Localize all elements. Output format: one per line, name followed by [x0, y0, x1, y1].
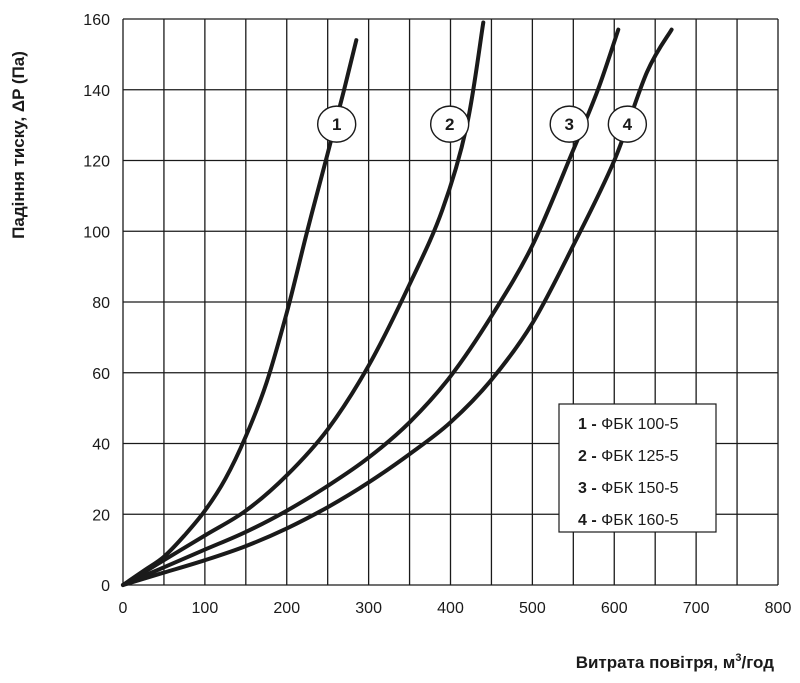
curve-marker-circle: [316, 105, 357, 143]
curves: [121, 20, 674, 587]
y-tick-label: 160: [83, 12, 110, 29]
legend-entry-2: 2 - ФБК 125-5: [578, 448, 679, 465]
x-tick-label: 600: [601, 600, 628, 617]
x-tick-label: 100: [192, 600, 219, 617]
x-tick-label: 400: [437, 600, 464, 617]
y-tick-label: 140: [83, 83, 110, 100]
x-axis-title: Витрата повітря, м3/год: [576, 652, 775, 672]
series-line-2: [121, 20, 486, 587]
legend: 1 - ФБК 100-5 2 - ФБК 125-5 3 - ФБК 150-…: [558, 403, 717, 533]
legend-entry-4: 4 - ФБК 160-5: [578, 512, 679, 529]
curve-marker-label: 4: [623, 115, 633, 134]
y-tick-label: 20: [92, 507, 110, 524]
curve-marker-1: 1: [316, 105, 357, 143]
y-tick-label: 100: [83, 224, 110, 241]
legend-entry-3-name: ФБК 150-5: [601, 480, 678, 497]
legend-entry-1-num: 1 -: [578, 416, 597, 433]
series-line-3: [121, 27, 621, 587]
legend-entry-4-name: ФБК 160-5: [601, 512, 678, 529]
y-tick-label: 60: [92, 366, 110, 383]
y-tick-label: 80: [92, 295, 110, 312]
legend-entry-3-num: 3 -: [578, 480, 597, 497]
x-tick-label: 200: [273, 600, 300, 617]
series-line-4: [121, 27, 674, 587]
legend-entry-1-name: ФБК 100-5: [601, 416, 678, 433]
legend-entry-1: 1 - ФБК 100-5: [578, 416, 679, 433]
x-axis-title-main: Витрата повітря, м: [576, 653, 736, 672]
legend-entry-3: 3 - ФБК 150-5: [578, 480, 679, 497]
x-tick-label: 700: [683, 600, 710, 617]
x-tick-label: 0: [119, 600, 128, 617]
tick-labels: 0 100 200 300 400 500 600 700 800 0 20 40 60 80 100 120…: [83, 12, 791, 617]
x-tick-label: 800: [765, 600, 792, 617]
series-line-1: [121, 38, 359, 587]
curve-marker-circle: [607, 105, 648, 143]
curve-marker-circle: [549, 105, 589, 143]
x-axis-title-sup: 3: [735, 652, 741, 664]
curve-marker-3: 3: [549, 105, 589, 143]
legend-entry-2-name: ФБК 125-5: [601, 448, 678, 465]
x-axis-title-tail: /год: [741, 653, 774, 672]
x-tick-label: 500: [519, 600, 546, 617]
y-tick-label: 40: [92, 437, 110, 454]
y-tick-label: 0: [101, 578, 110, 595]
legend-entry-4-num: 4 -: [578, 512, 597, 529]
legend-box: [558, 403, 717, 533]
curve-marker-2: 2: [429, 105, 470, 143]
legend-entry-2-num: 2 -: [578, 448, 597, 465]
curve-marker-label: 3: [564, 115, 573, 134]
curve-markers: 1 2 3 4: [316, 105, 648, 143]
curve-marker-4: 4: [607, 105, 648, 143]
curve-marker-label: 1: [332, 115, 341, 134]
y-axis-title: Падіння тиску, ΔP (Па): [9, 51, 28, 239]
y-tick-label: 120: [83, 154, 110, 171]
curve-marker-circle: [429, 105, 470, 143]
x-tick-label: 300: [355, 600, 382, 617]
curve-marker-label: 2: [445, 115, 454, 134]
